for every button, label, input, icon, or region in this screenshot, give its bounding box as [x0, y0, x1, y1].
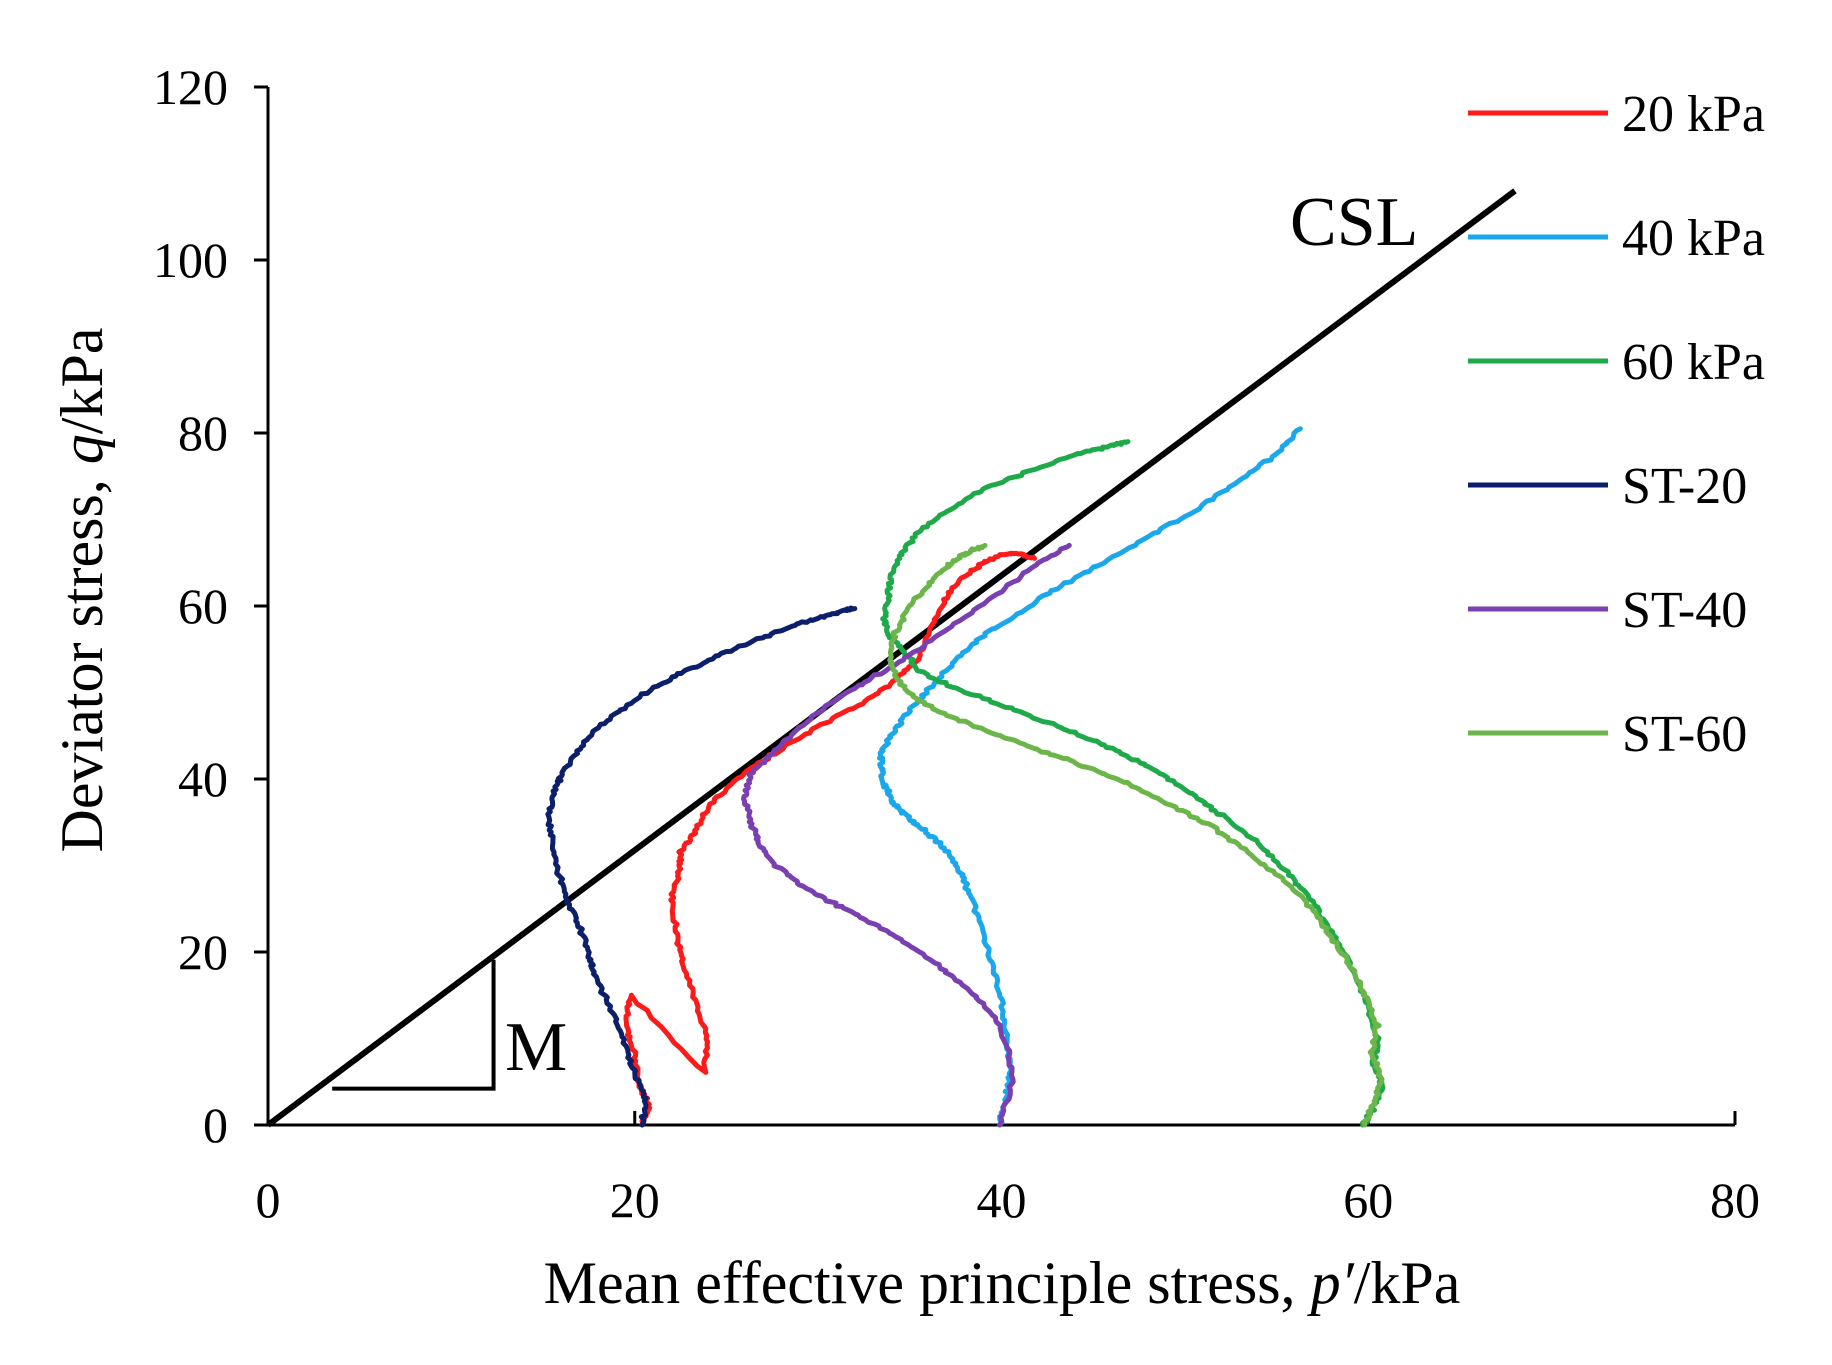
legend-label: ST-20 [1622, 458, 1747, 515]
x-axis-title: Mean effective principle stress, p′/kPa [544, 1250, 1461, 1316]
axis-ticks: 0 20 40 60 80 100 120 0 20 40 60 80 [153, 59, 1760, 1228]
x-tick-label: 20 [610, 1172, 660, 1228]
legend-label: 40 kPa [1622, 210, 1765, 267]
y-axis-title: Deviator stress, q/kPa [49, 328, 115, 853]
slope-label: M [505, 1009, 567, 1086]
y-tick-label: 60 [178, 578, 228, 634]
series-line-st-40 [741, 542, 1072, 1128]
legend-label: ST-40 [1622, 582, 1747, 639]
x-tick-label: 40 [977, 1172, 1027, 1228]
legend-label: 60 kPa [1622, 334, 1765, 391]
series-line-20-kpa [623, 550, 1037, 1128]
x-tick-label: 80 [1710, 1172, 1760, 1228]
y-tick-label: 120 [153, 59, 228, 115]
legend-label: ST-60 [1622, 706, 1747, 763]
x-tick-label: 0 [256, 1172, 281, 1228]
y-tick-label: 100 [153, 232, 228, 288]
legend: 20 kPa 40 kPa 60 kPa ST-20 ST-40 ST-60 [1468, 86, 1765, 763]
y-tick-label: 20 [178, 924, 228, 980]
series-line-40-kpa [877, 426, 1303, 1128]
y-tick-label: 80 [178, 405, 228, 461]
series-layer [545, 426, 1386, 1128]
series-line-st-20 [545, 605, 858, 1128]
csl-label: CSL [1290, 184, 1418, 261]
y-tick-label: 40 [178, 751, 228, 807]
legend-label: 20 kPa [1622, 86, 1765, 143]
x-tick-label: 60 [1343, 1172, 1393, 1228]
series-line-st-60 [887, 542, 1385, 1128]
slope-triangle [332, 959, 496, 1091]
y-tick-label: 0 [203, 1097, 228, 1153]
